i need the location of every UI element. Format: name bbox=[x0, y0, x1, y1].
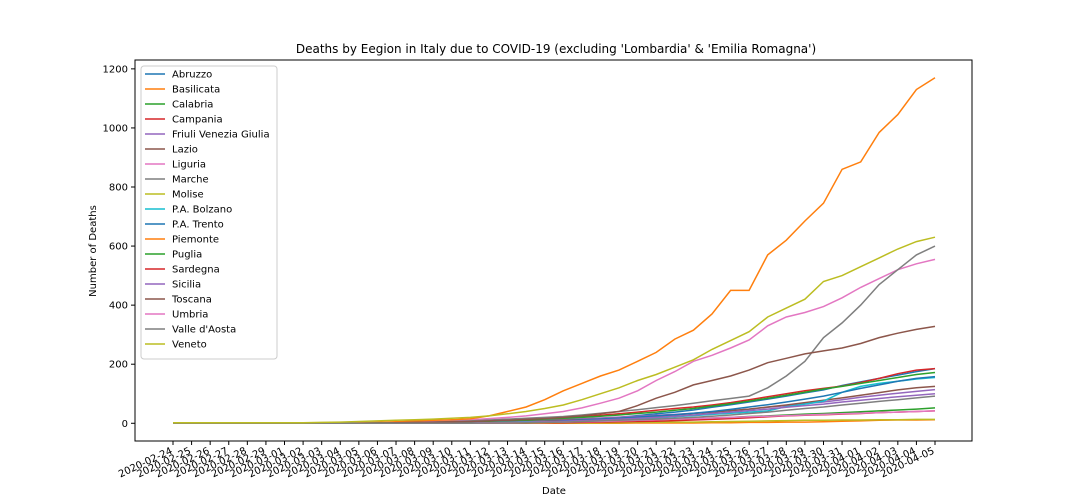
legend-label-6: Liguria bbox=[172, 160, 206, 171]
series-line-18 bbox=[173, 236, 936, 424]
y-tick-label-1: 200 bbox=[109, 360, 128, 371]
legend-label-18: Veneto bbox=[172, 340, 207, 351]
y-tick-label-4: 800 bbox=[109, 183, 128, 194]
legend-label-4: Friuli Venezia Giulia bbox=[172, 130, 270, 141]
y-tick-label-3: 600 bbox=[109, 242, 128, 253]
legend-label-16: Umbria bbox=[172, 310, 208, 321]
series-line-11 bbox=[173, 77, 936, 425]
y-axis-label: Number of Deaths bbox=[88, 205, 99, 297]
y-axis-ticks: 0 200 400 600 800 1000 1200 bbox=[103, 64, 135, 430]
legend-box bbox=[140, 65, 278, 360]
legend-label-1: Basilicata bbox=[172, 85, 220, 96]
legend-label-8: Molise bbox=[172, 190, 204, 201]
y-tick-label-0: 0 bbox=[122, 419, 128, 430]
legend-label-14: Sicilia bbox=[172, 280, 201, 291]
legend-label-17: Valle d'Aosta bbox=[172, 325, 236, 336]
y-tick-label-6: 1200 bbox=[103, 64, 128, 75]
legend: Abruzzo Basilicata Calabria Campania Friuli … bbox=[140, 65, 278, 360]
legend-label-7: Marche bbox=[172, 175, 209, 186]
legend-label-0: Abruzzo bbox=[172, 70, 212, 81]
legend-label-9: P.A. Bolzano bbox=[172, 205, 232, 216]
series-line-12 bbox=[173, 371, 936, 425]
plot-area bbox=[173, 77, 936, 425]
x-axis-label: Date bbox=[542, 486, 566, 497]
chart-title: Deaths by Eegion in Italy due to COVID-1… bbox=[296, 42, 816, 56]
legend-label-15: Toscana bbox=[171, 295, 212, 306]
legend-label-10: P.A. Trento bbox=[172, 220, 224, 231]
legend-label-11: Piemonte bbox=[172, 235, 219, 246]
legend-label-3: Campania bbox=[172, 115, 223, 126]
x-axis-ticks: 2020-02-242020-02-252020-02-262020-02-27… bbox=[117, 441, 936, 480]
y-tick-label-2: 400 bbox=[109, 301, 128, 312]
legend-label-13: Sardegna bbox=[172, 265, 220, 276]
y-tick-label-5: 1000 bbox=[103, 123, 128, 134]
legend-label-2: Calabria bbox=[172, 100, 213, 111]
legend-label-12: Puglia bbox=[172, 250, 202, 261]
plot-frame bbox=[134, 59, 973, 442]
legend-label-5: Lazio bbox=[172, 145, 198, 156]
